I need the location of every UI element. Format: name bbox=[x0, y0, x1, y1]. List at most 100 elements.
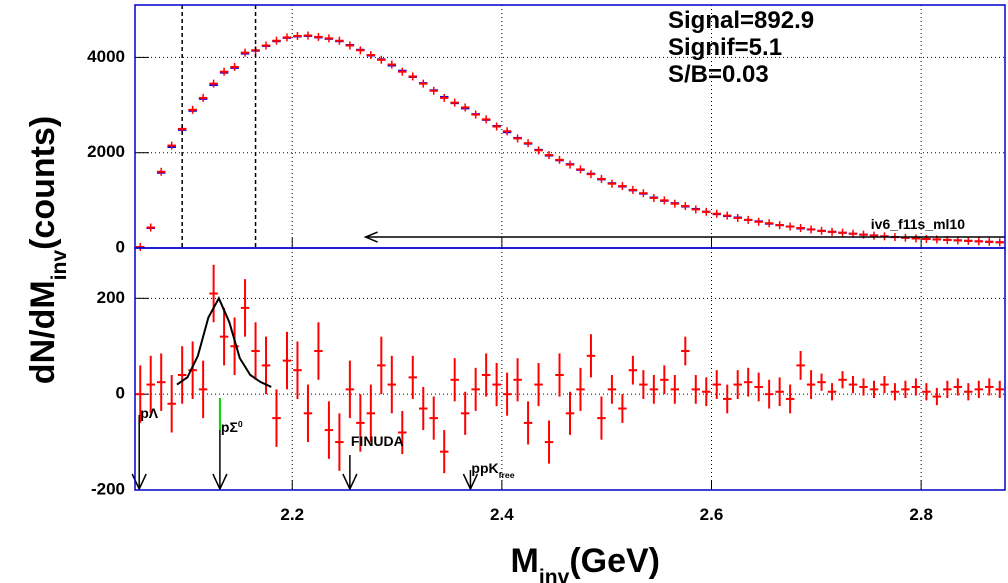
marker-head bbox=[342, 473, 358, 491]
data-point bbox=[156, 167, 166, 176]
data-point bbox=[649, 193, 659, 202]
data-point bbox=[806, 370, 816, 399]
data-point bbox=[859, 378, 868, 396]
data-point bbox=[691, 205, 701, 214]
stat-text: Signif=5.1 bbox=[668, 34, 782, 61]
data-point bbox=[219, 67, 229, 76]
data-point bbox=[345, 360, 355, 419]
data-point bbox=[544, 420, 554, 464]
data-point bbox=[565, 160, 575, 169]
stat-text: S/B=0.03 bbox=[668, 61, 769, 88]
data-point bbox=[492, 363, 501, 407]
data-point bbox=[209, 79, 218, 88]
data-point bbox=[230, 62, 239, 71]
data-point bbox=[398, 410, 407, 455]
data-point bbox=[146, 355, 155, 414]
data-point bbox=[240, 279, 250, 337]
data-point bbox=[922, 383, 931, 401]
data-point bbox=[922, 234, 931, 243]
data-point bbox=[911, 378, 921, 396]
data-point bbox=[964, 236, 973, 245]
data-point bbox=[681, 202, 690, 211]
data-point bbox=[544, 151, 554, 160]
data-point bbox=[356, 394, 365, 452]
x-axis-title-after: (GeV) bbox=[569, 542, 660, 580]
data-point bbox=[502, 372, 512, 416]
data-point bbox=[985, 237, 994, 246]
data-point bbox=[167, 374, 176, 433]
data-point bbox=[136, 243, 145, 252]
data-point bbox=[806, 225, 816, 234]
data-point bbox=[817, 373, 826, 391]
data-point bbox=[513, 358, 522, 402]
data-point bbox=[335, 413, 344, 471]
data-point bbox=[377, 336, 386, 395]
data-point bbox=[419, 386, 428, 431]
data-point bbox=[722, 384, 732, 414]
y-tick-label: 200 bbox=[97, 288, 125, 307]
data-point bbox=[293, 341, 302, 399]
marker-label-sub: free bbox=[499, 470, 515, 480]
data-point bbox=[796, 223, 805, 232]
data-point bbox=[953, 378, 963, 396]
data-point bbox=[439, 430, 449, 474]
data-point bbox=[785, 384, 795, 414]
data-point bbox=[911, 234, 921, 243]
data-point bbox=[366, 384, 376, 443]
data-point bbox=[156, 353, 166, 411]
data-point bbox=[597, 174, 606, 183]
data-point bbox=[670, 199, 680, 208]
data-point bbox=[838, 371, 847, 389]
data-point bbox=[880, 375, 889, 394]
data-point bbox=[282, 331, 292, 390]
data-point bbox=[576, 165, 585, 174]
x-axis-title-sub: inv bbox=[539, 566, 570, 583]
data-point bbox=[471, 367, 480, 411]
data-point bbox=[177, 346, 187, 404]
data-point bbox=[429, 86, 438, 95]
data-point bbox=[943, 380, 952, 398]
data-point bbox=[460, 391, 470, 435]
data-point bbox=[387, 355, 397, 414]
marker-label: ppKfree bbox=[471, 460, 514, 480]
data-point bbox=[985, 378, 994, 396]
x-tick-label: 2.6 bbox=[700, 505, 724, 524]
data-point bbox=[167, 141, 176, 150]
data-point bbox=[586, 170, 596, 179]
data-point bbox=[607, 179, 617, 188]
data-point bbox=[450, 358, 459, 402]
y-axis-title-sub: inv bbox=[48, 250, 71, 281]
arrow-label: iv6_f11s_ml10 bbox=[871, 216, 965, 232]
data-point bbox=[660, 365, 669, 395]
data-point bbox=[796, 351, 805, 380]
data-point bbox=[261, 41, 271, 50]
data-point bbox=[198, 360, 208, 419]
data-point bbox=[460, 103, 470, 112]
data-point bbox=[534, 146, 543, 155]
data-point bbox=[649, 374, 659, 404]
data-point bbox=[848, 375, 858, 394]
y-tick-label: 2000 bbox=[87, 142, 125, 161]
y-tick-label: -200 bbox=[91, 479, 125, 498]
data-point bbox=[869, 231, 879, 240]
x-tick-label: 2.8 bbox=[909, 505, 933, 524]
data-point bbox=[702, 207, 711, 216]
data-point bbox=[712, 209, 721, 218]
data-point bbox=[597, 396, 606, 440]
data-point bbox=[439, 93, 449, 102]
data-point bbox=[450, 98, 459, 107]
data-point bbox=[282, 33, 292, 42]
data-point bbox=[398, 67, 407, 76]
data-point bbox=[733, 370, 742, 399]
data-point bbox=[136, 365, 145, 423]
data-point bbox=[618, 394, 627, 423]
data-point bbox=[838, 228, 847, 237]
y-tick-label: 0 bbox=[116, 384, 125, 403]
frame bbox=[134, 247, 1006, 491]
data-point bbox=[408, 72, 418, 81]
data-point bbox=[817, 226, 826, 235]
data-point bbox=[534, 363, 543, 407]
data-point bbox=[754, 372, 763, 402]
data-point bbox=[702, 377, 711, 407]
